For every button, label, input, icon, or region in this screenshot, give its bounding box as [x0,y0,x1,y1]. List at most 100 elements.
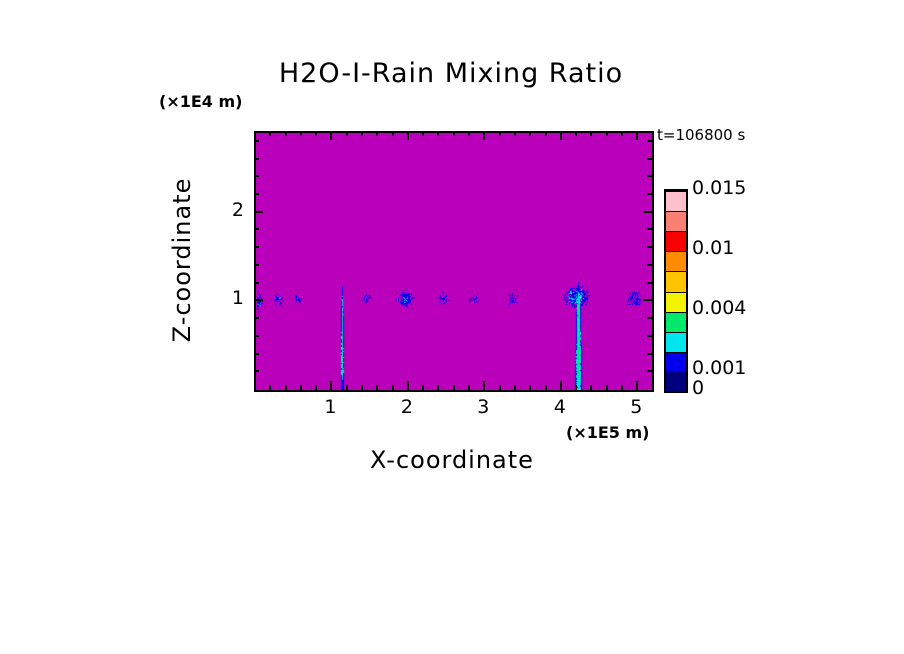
x-tick-label: 4 [553,396,566,418]
x-minor-tick [544,385,547,390]
y-major-tick [254,299,263,302]
colorbar-band [666,251,686,272]
x-minor-tick [513,131,516,136]
x-tick-label: 2 [400,396,413,418]
colorbar-band [666,371,686,391]
x-major-tick [559,381,562,390]
rain-mixing-ratio-field [256,133,652,390]
x-minor-tick [620,385,623,390]
y-major-tick [643,299,652,302]
x-minor-tick [575,385,578,390]
x-minor-tick [299,131,302,136]
x-minor-tick [498,385,501,390]
y-minor-tick [254,263,259,266]
colorbar-tick-label: 0.004 [692,297,747,319]
colorbar-tick-label: 0.01 [692,237,735,259]
plot-title: H2O-I-Rain Mixing Ratio [278,58,624,89]
x-minor-tick [590,131,593,136]
y-minor-tick [254,193,259,196]
y-major-tick [643,210,652,213]
x-major-tick [330,131,333,140]
y-minor-tick [647,193,652,196]
x-minor-tick [345,385,348,390]
x-minor-tick [391,385,394,390]
x-minor-tick [422,385,425,390]
x-minor-tick [345,131,348,136]
x-axis-unit-label: (×1E5 m) [566,423,650,442]
x-minor-tick [529,131,532,136]
y-axis-unit-label: (×1E4 m) [159,92,243,111]
colorbar-band [666,231,686,252]
x-major-tick [483,131,486,140]
y-minor-tick [647,334,652,337]
y-axis-title: Z-coordinate [168,177,196,343]
colorbar-band [666,211,686,232]
x-minor-tick [468,385,471,390]
y-minor-tick [254,228,259,231]
x-major-tick [636,381,639,390]
x-minor-tick [269,131,272,136]
y-tick-label: 2 [231,198,244,221]
x-major-tick [406,131,409,140]
y-tick-label: 1 [231,287,244,310]
x-tick-label: 3 [477,396,490,418]
x-minor-tick [315,385,318,390]
y-minor-tick [254,157,259,160]
x-minor-tick [376,131,379,136]
x-major-tick [559,131,562,140]
colorbar-tick-label: 0.015 [692,177,747,199]
x-minor-tick [529,385,532,390]
x-major-tick [406,381,409,390]
y-minor-tick [647,139,652,142]
x-axis-title: X-coordinate [370,446,534,474]
x-minor-tick [376,385,379,390]
x-major-tick [330,381,333,390]
colorbar-tick-label: 0 [692,377,705,399]
x-minor-tick [544,131,547,136]
x-minor-tick [468,131,471,136]
x-minor-tick [605,131,608,136]
y-minor-tick [254,352,259,355]
y-major-tick [254,210,263,213]
colorbar-band [666,271,686,292]
x-minor-tick [513,385,516,390]
y-minor-tick [647,281,652,284]
x-tick-label: 1 [324,396,337,418]
x-minor-tick [284,385,287,390]
y-minor-tick [647,157,652,160]
x-minor-tick [315,131,318,136]
colorbar-tick-label: 0.001 [692,357,747,379]
x-major-tick [636,131,639,140]
y-minor-tick [254,370,259,373]
y-minor-tick [254,175,259,178]
plot-area [254,131,654,392]
time-annotation: t=106800 s [657,126,746,144]
y-minor-tick [647,246,652,249]
y-minor-tick [647,317,652,320]
y-minor-tick [254,281,259,284]
colorbar-band [666,291,686,312]
x-minor-tick [437,131,440,136]
x-minor-tick [437,385,440,390]
y-minor-tick [647,263,652,266]
x-minor-tick [299,385,302,390]
x-minor-tick [452,131,455,136]
colorbar-band [666,331,686,352]
x-minor-tick [575,131,578,136]
y-minor-tick [647,175,652,178]
y-minor-tick [647,352,652,355]
x-minor-tick [422,131,425,136]
x-minor-tick [284,131,287,136]
colorbar-band [666,311,686,332]
x-minor-tick [605,385,608,390]
y-minor-tick [254,246,259,249]
x-tick-label: 5 [630,396,643,418]
y-minor-tick [254,139,259,142]
x-minor-tick [391,131,394,136]
x-major-tick [483,381,486,390]
y-minor-tick [254,334,259,337]
x-minor-tick [498,131,501,136]
colorbar-band [666,351,686,372]
x-minor-tick [452,385,455,390]
